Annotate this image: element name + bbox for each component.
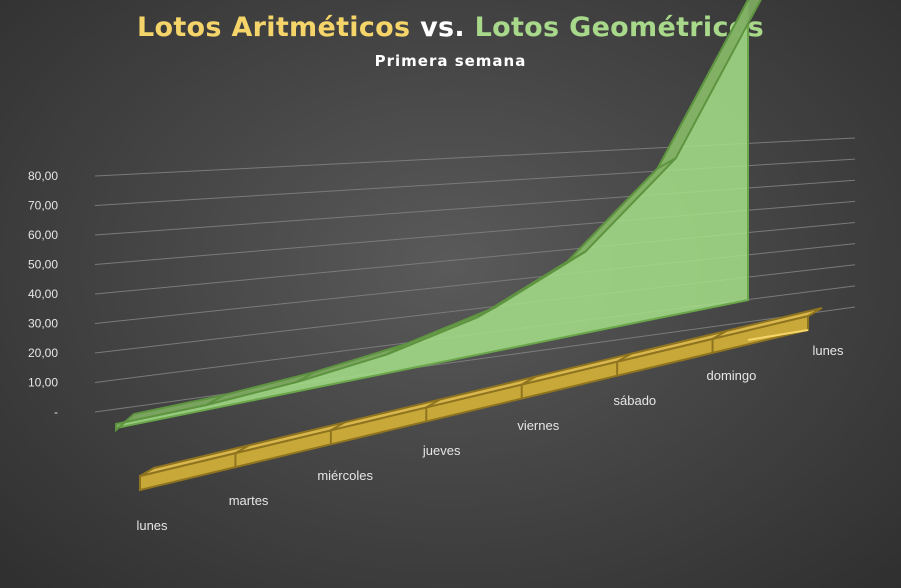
x-tick-label: sábado: [614, 393, 657, 408]
x-tick-label: miércoles: [317, 468, 373, 483]
geo-point: [296, 371, 316, 383]
arith-highlight: [747, 329, 809, 341]
arith-point: [234, 444, 250, 455]
arith-point: [712, 329, 728, 340]
title-vs: vs.: [420, 12, 465, 43]
geo-point: [476, 306, 496, 319]
y-tick-label: 80,00: [28, 169, 58, 183]
x-tick-label: jueves: [422, 443, 461, 458]
y-tick-labels: - 10,00 20,00 30,00 40,00 50,00 60,00 70,00 80,0…: [28, 169, 58, 419]
y-tick-label: 30,00: [28, 317, 58, 331]
chart-subtitle: Primera semana: [374, 52, 527, 70]
x-tick-label: domingo: [706, 368, 756, 383]
geo-point: [205, 394, 225, 406]
x-tick-label: viernes: [517, 418, 559, 433]
x-tick-label: lunes: [136, 518, 168, 533]
chart-title: Lotos Aritméticos vs. Lotos Geométricos: [0, 12, 901, 43]
y-tick-label: 60,00: [28, 228, 58, 242]
series-geometric: [115, 0, 762, 433]
series-arithmetic: [139, 307, 823, 492]
arith-point: [521, 375, 537, 386]
title-geometric: Lotos Geométricos: [474, 12, 764, 43]
y-tick-label: -: [54, 405, 58, 419]
y-tick-label: 70,00: [28, 199, 58, 213]
geo-point: [566, 250, 586, 263]
arith-point: [330, 421, 346, 432]
y-tick-label: 50,00: [28, 258, 58, 272]
x-tick-label: martes: [229, 493, 269, 508]
arith-point: [425, 398, 441, 409]
gridline: [94, 306, 856, 413]
x-tick-labels: lunes martes miércoles jueves viernes sábado d…: [136, 343, 844, 533]
y-tick-label: 40,00: [28, 287, 58, 301]
geo-point: [657, 157, 677, 170]
arith-top: [139, 307, 823, 477]
geo-point: [386, 343, 406, 356]
x-tick-label: lunes: [812, 343, 844, 358]
geo-ribbon: [115, 0, 762, 433]
title-arithmetic: Lotos Aritméticos: [137, 12, 411, 43]
y-tick-label: 20,00: [28, 346, 58, 360]
y-tick-label: 10,00: [28, 376, 58, 390]
arith-point: [616, 352, 632, 363]
